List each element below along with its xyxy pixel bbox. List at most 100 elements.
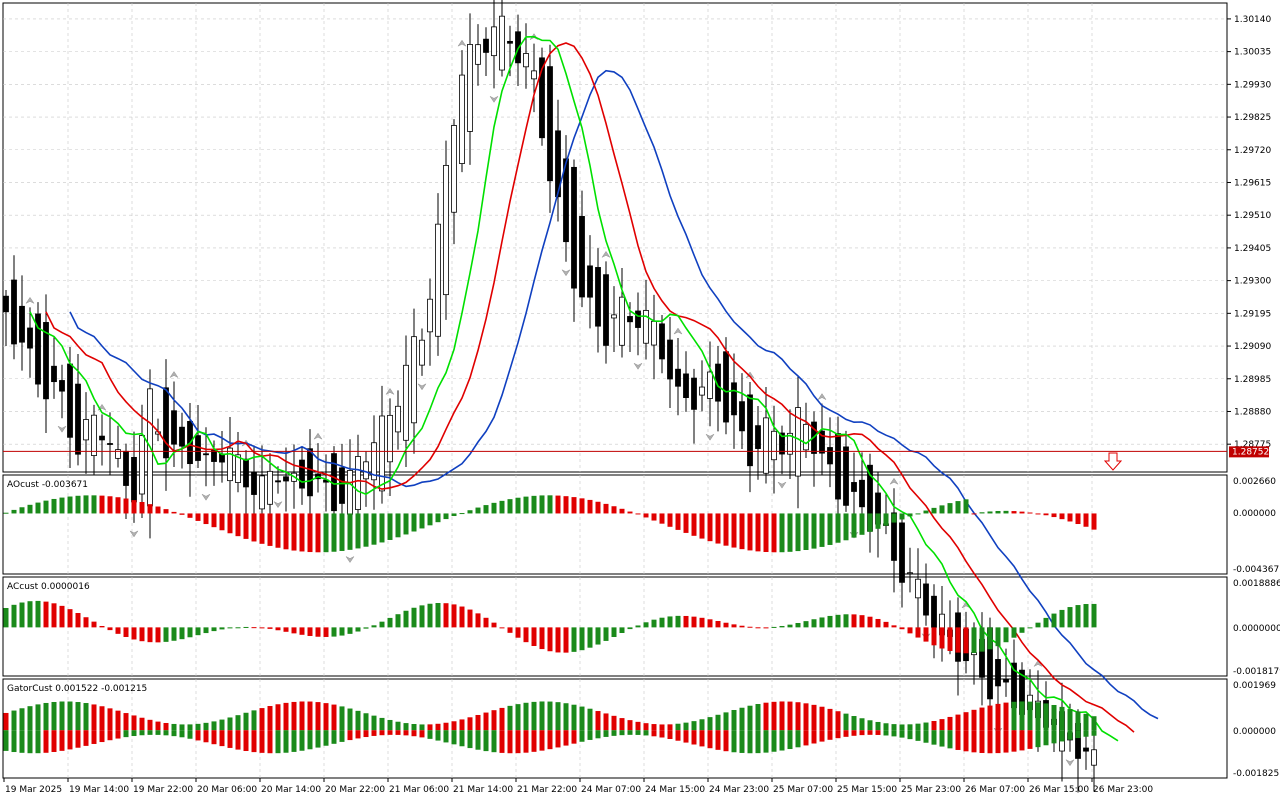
candle-body[interactable] bbox=[339, 467, 345, 504]
candle-body[interactable] bbox=[491, 26, 497, 57]
candle-body[interactable] bbox=[275, 480, 281, 483]
candle-body[interactable] bbox=[467, 44, 473, 132]
candle-body[interactable] bbox=[475, 44, 481, 65]
candle-body[interactable] bbox=[483, 38, 489, 53]
candle-body[interactable] bbox=[851, 482, 857, 492]
candle-body[interactable] bbox=[123, 450, 129, 486]
candle-body[interactable] bbox=[859, 479, 865, 508]
candle-body[interactable] bbox=[1091, 749, 1097, 766]
candle-body[interactable] bbox=[371, 442, 377, 481]
candle-body[interactable] bbox=[235, 454, 241, 483]
candle-body[interactable] bbox=[891, 512, 897, 561]
candle-body[interactable] bbox=[51, 365, 57, 383]
candle-body[interactable] bbox=[507, 40, 513, 44]
candle-body[interactable] bbox=[835, 433, 841, 500]
candle-body[interactable] bbox=[667, 339, 673, 380]
candle-body[interactable] bbox=[819, 430, 825, 454]
candle-body[interactable] bbox=[171, 410, 177, 445]
candle-body[interactable] bbox=[787, 432, 793, 455]
candle-body[interactable] bbox=[283, 476, 289, 482]
candle-body[interactable] bbox=[435, 223, 441, 337]
gator-histogram[interactable] bbox=[3, 701, 1097, 754]
candle-body[interactable] bbox=[739, 401, 745, 432]
candle-body[interactable] bbox=[923, 583, 929, 616]
candle-body[interactable] bbox=[1003, 679, 1009, 683]
candle-body[interactable] bbox=[427, 298, 433, 333]
candle-body[interactable] bbox=[131, 456, 137, 503]
ao-histogram[interactable] bbox=[3, 495, 1097, 553]
candle-body[interactable] bbox=[395, 405, 401, 433]
candle-body[interactable] bbox=[387, 414, 393, 463]
candle-body[interactable] bbox=[139, 435, 145, 495]
candle-body[interactable] bbox=[651, 320, 657, 346]
candle-body[interactable] bbox=[731, 382, 737, 416]
candle-body[interactable] bbox=[683, 373, 689, 398]
candle-body[interactable] bbox=[99, 435, 105, 441]
candle-body[interactable] bbox=[803, 423, 809, 451]
candle-body[interactable] bbox=[691, 377, 697, 410]
candle-body[interactable] bbox=[355, 456, 361, 510]
candle-body[interactable] bbox=[107, 443, 113, 445]
candle-body[interactable] bbox=[563, 158, 569, 243]
candle-body[interactable] bbox=[403, 364, 409, 441]
candle-body[interactable] bbox=[379, 415, 385, 492]
candle-body[interactable] bbox=[763, 417, 769, 474]
candle-body[interactable] bbox=[627, 316, 633, 323]
candle-body[interactable] bbox=[827, 447, 833, 465]
candle-body[interactable] bbox=[907, 572, 913, 575]
candle-body[interactable] bbox=[259, 475, 265, 510]
candle-body[interactable] bbox=[27, 327, 33, 349]
candle-body[interactable] bbox=[707, 371, 713, 399]
candle-body[interactable] bbox=[547, 66, 553, 182]
candle-body[interactable] bbox=[83, 419, 89, 441]
candle-body[interactable] bbox=[531, 70, 537, 80]
candle-body[interactable] bbox=[251, 471, 257, 495]
candle-body[interactable] bbox=[35, 313, 41, 385]
candle-body[interactable] bbox=[227, 447, 233, 482]
candle-body[interactable] bbox=[363, 461, 369, 480]
candle-body[interactable] bbox=[203, 453, 209, 456]
alligator-teeth-line[interactable] bbox=[45, 42, 1135, 733]
candle-body[interactable] bbox=[43, 322, 49, 400]
candle-body[interactable] bbox=[611, 314, 617, 319]
candle-body[interactable] bbox=[931, 595, 937, 628]
candle-body[interactable] bbox=[579, 216, 585, 298]
candle-body[interactable] bbox=[619, 296, 625, 346]
candle-body[interactable] bbox=[67, 363, 73, 438]
candle-body[interactable] bbox=[843, 446, 849, 506]
candle-body[interactable] bbox=[307, 448, 313, 497]
candle-body[interactable] bbox=[523, 53, 529, 68]
candle-body[interactable] bbox=[595, 267, 601, 327]
candle-body[interactable] bbox=[571, 166, 577, 289]
candle-body[interactable] bbox=[539, 57, 545, 139]
candle-body[interactable] bbox=[75, 383, 81, 455]
candle-body[interactable] bbox=[443, 164, 449, 296]
candle-body[interactable] bbox=[555, 130, 561, 198]
candle-body[interactable] bbox=[755, 425, 761, 449]
candle-body[interactable] bbox=[91, 414, 97, 456]
alligator-lips-line[interactable] bbox=[29, 35, 1119, 742]
candle-body[interactable] bbox=[699, 386, 705, 396]
candle-body[interactable] bbox=[603, 274, 609, 346]
candle-body[interactable] bbox=[659, 323, 665, 360]
candle-body[interactable] bbox=[499, 15, 505, 71]
candle-body[interactable] bbox=[3, 295, 9, 313]
candle-body[interactable] bbox=[747, 394, 753, 467]
candle-body[interactable] bbox=[1083, 747, 1089, 752]
candle-body[interactable] bbox=[299, 459, 305, 489]
candle-body[interactable] bbox=[59, 380, 65, 392]
candle-body[interactable] bbox=[587, 265, 593, 298]
candle-body[interactable] bbox=[411, 336, 417, 424]
candle-body[interactable] bbox=[163, 387, 169, 459]
candle-body[interactable] bbox=[643, 310, 649, 344]
candle-body[interactable] bbox=[347, 470, 353, 515]
candle-body[interactable] bbox=[635, 310, 641, 328]
candle-body[interactable] bbox=[179, 426, 185, 447]
candle-body[interactable] bbox=[779, 432, 785, 455]
candle-body[interactable] bbox=[675, 368, 681, 387]
candle-body[interactable] bbox=[11, 279, 17, 345]
candle-body[interactable] bbox=[419, 339, 425, 366]
candle-body[interactable] bbox=[795, 407, 801, 477]
ac-histogram[interactable] bbox=[3, 600, 1097, 654]
